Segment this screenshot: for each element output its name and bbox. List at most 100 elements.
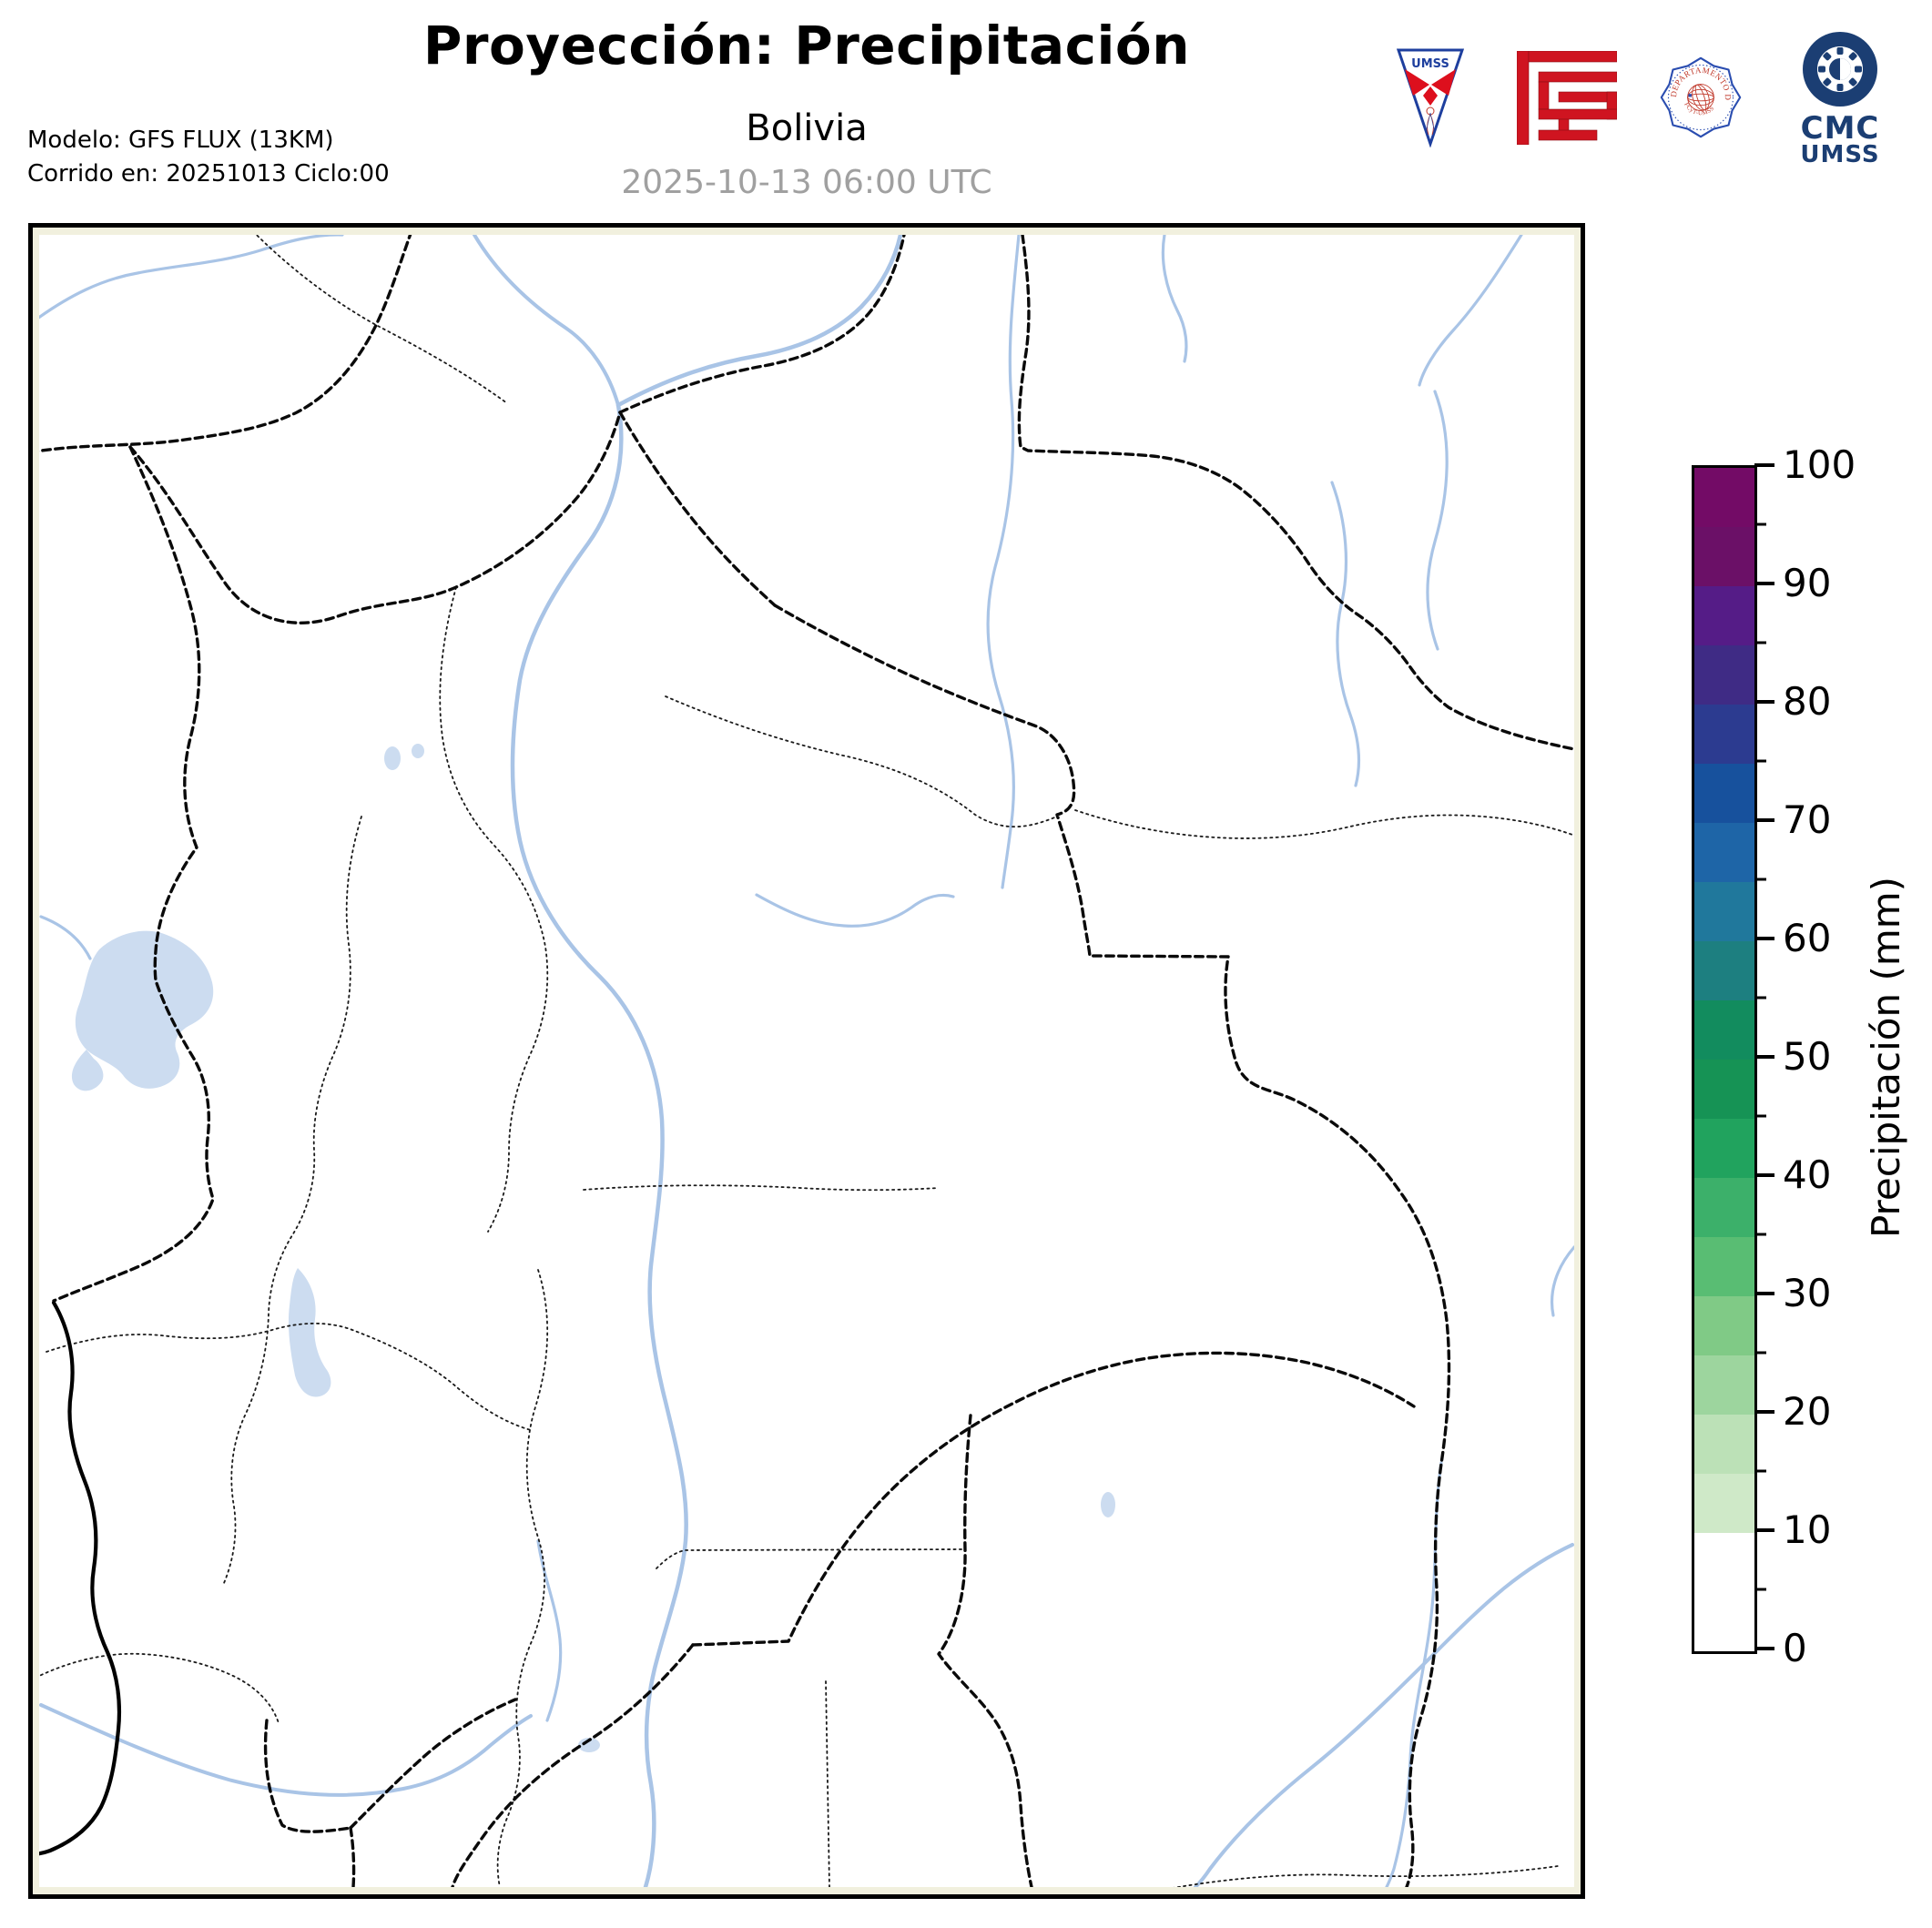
- colorbar-minor-tick: [1754, 523, 1766, 526]
- colorbar-segment: [1694, 1178, 1754, 1237]
- river-path: [1194, 1543, 1574, 1887]
- colorbar-tick-label: 60: [1783, 916, 1832, 960]
- pond: [412, 744, 424, 758]
- pond: [384, 746, 401, 770]
- seal-center-dot: [1688, 94, 1692, 97]
- colorbar-minor-tick: [1754, 996, 1766, 1000]
- dept-border-path: [439, 586, 549, 1233]
- intl-border-path: [691, 1351, 1416, 1647]
- dept-border-path: [656, 1548, 966, 1569]
- colorbar-ticks: [1754, 463, 1791, 1650]
- colorbar-segment: [1694, 468, 1754, 527]
- intl-border-path: [349, 1698, 517, 1830]
- rivers-group: [39, 235, 1574, 1887]
- international-borders-group: [39, 235, 1574, 1887]
- river-path: [473, 235, 620, 407]
- colorbar-minor-tick: [1754, 1588, 1766, 1591]
- river-path: [1550, 1245, 1574, 1317]
- shield-red-left: [1405, 69, 1429, 96]
- department-borders-group: [39, 235, 1573, 1887]
- colorbar-tick-label: 100: [1783, 442, 1856, 487]
- colorbar-minor-tick: [1754, 641, 1766, 644]
- river-path: [986, 235, 1021, 889]
- colorbar-tick-label: 50: [1783, 1034, 1832, 1079]
- seal-sphere-icon: [1687, 84, 1714, 111]
- dept-border-path: [223, 816, 362, 1584]
- intl-border-path: [128, 411, 622, 624]
- intl-border-path: [618, 235, 906, 414]
- colorbar-segment: [1694, 882, 1754, 941]
- colorbar-minor-tick: [1754, 1469, 1766, 1473]
- run-line: Corrido en: 20251013 Ciclo:00: [27, 160, 390, 188]
- colorbar-labels: 0 10 20 30 40 50 60 70 80 90 100: [1783, 446, 1892, 1668]
- page-title: Proyección: Precipitación: [422, 15, 1191, 76]
- seal-dotted-ring: [1667, 64, 1734, 131]
- colorbar-major-tick: [1754, 1647, 1774, 1650]
- intl-border-path: [39, 235, 412, 453]
- river-path: [1330, 481, 1360, 787]
- umss-shield-logo: UMSS: [1396, 48, 1465, 147]
- colorbar-major-tick: [1754, 818, 1774, 822]
- intl-border-path: [773, 604, 1451, 1887]
- colorbar-major-tick: [1754, 1292, 1774, 1295]
- colorbar-segment: [1694, 1000, 1754, 1060]
- intl-border-path: [263, 1719, 352, 1833]
- lake-titicaca-minor: [71, 1050, 104, 1091]
- intl-border-path: [618, 411, 777, 607]
- intl-border-path: [451, 1643, 695, 1887]
- colorbar-major-tick: [1754, 1410, 1774, 1414]
- river-path: [39, 235, 344, 320]
- shield-tassel-blue: [1425, 112, 1436, 134]
- colorbar-segment: [1694, 1592, 1754, 1651]
- valid-time-label: 2025-10-13 06:00 UTC: [621, 164, 992, 201]
- colorbar-segment: [1694, 941, 1754, 1000]
- dept-border-path: [39, 1652, 280, 1724]
- dept-border-path: [255, 235, 508, 404]
- colorbar-segment: [1694, 1533, 1754, 1592]
- colorbar-major-tick: [1754, 463, 1774, 467]
- seal-wavy-border: [1660, 56, 1742, 138]
- colorbar-segment: [1694, 586, 1754, 645]
- shield-text: UMSS: [1411, 57, 1449, 71]
- colorbar-segment: [1694, 1060, 1754, 1119]
- colorbar-segment: [1694, 1355, 1754, 1415]
- colorbar-tick-label: 20: [1783, 1389, 1832, 1434]
- cmc-umss-text: UMSS: [1800, 141, 1879, 164]
- dept-border-path: [46, 1322, 532, 1431]
- cmc-text: CMC: [1801, 110, 1880, 147]
- colorbar-major-tick: [1754, 1173, 1774, 1177]
- region-subtitle: Bolivia: [746, 107, 868, 149]
- cmc-sun-icon: [1803, 32, 1877, 107]
- lakes-group: [71, 744, 1115, 1752]
- solid-border-path: [39, 1300, 122, 1856]
- colorbar-segment: [1694, 527, 1754, 586]
- dept-border-path: [496, 1269, 549, 1887]
- shield-red-right: [1431, 69, 1456, 96]
- pond: [578, 1738, 600, 1752]
- colorbar-segment: [1694, 1237, 1754, 1296]
- colorbar-axis-label: Precipitación (mm): [1848, 465, 1925, 1649]
- intl-border-path: [349, 1826, 356, 1887]
- dept-border-path: [825, 1680, 830, 1887]
- colorbar-segment: [1694, 645, 1754, 705]
- colorbar-major-tick: [1754, 582, 1774, 585]
- colorbar-segment: [1694, 1415, 1754, 1474]
- fcyt-maze-logo: [1517, 51, 1617, 145]
- maze-icon: [1517, 51, 1617, 145]
- river-path: [39, 915, 92, 960]
- colorbar-minor-tick: [1754, 1114, 1766, 1118]
- river-path: [1418, 235, 1523, 387]
- colorbar-minor-tick: [1754, 878, 1766, 881]
- dept-border-path: [665, 695, 1058, 827]
- intl-border-path: [52, 445, 215, 1303]
- colorbar-segment: [1694, 1119, 1754, 1178]
- model-line: Modelo: GFS FLUX (13KM): [27, 127, 334, 154]
- colorbar-tick-label: 30: [1783, 1271, 1832, 1315]
- river-path: [510, 402, 688, 1887]
- lake-poopo: [288, 1268, 331, 1397]
- colorbar-major-tick: [1754, 700, 1774, 704]
- lake-titicaca: [75, 930, 214, 1089]
- map-panel: [28, 223, 1585, 1899]
- shield-red-diamond: [1423, 86, 1438, 106]
- river-path: [755, 893, 955, 928]
